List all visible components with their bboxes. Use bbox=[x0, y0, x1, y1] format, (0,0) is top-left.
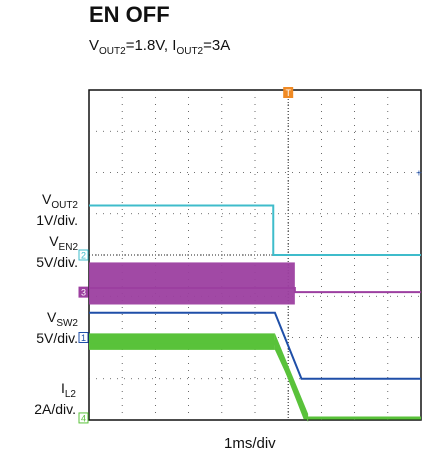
series-vsw2 bbox=[89, 287, 421, 294]
channel-4-marker: 4 bbox=[78, 412, 89, 424]
series-il2 bbox=[89, 340, 421, 420]
channel-label-vout2: VOUT2 1V/div. bbox=[36, 191, 78, 228]
channel-1-marker: 1 bbox=[78, 332, 89, 343]
series-il2-ramp bbox=[274, 333, 309, 423]
svg-text:4: 4 bbox=[81, 413, 86, 423]
series-vsw2-band bbox=[89, 262, 295, 305]
svg-text:3: 3 bbox=[81, 288, 86, 298]
svg-text:2: 2 bbox=[81, 251, 86, 261]
svg-text:1: 1 bbox=[81, 333, 86, 343]
timebase-label: 1ms/div bbox=[224, 435, 276, 452]
channel-markers: 1 2 3 4 T + bbox=[78, 87, 422, 424]
chart-subtitle: VOUT2=1.8V, IOUT2=3A bbox=[89, 37, 231, 57]
chart-title: EN OFF bbox=[89, 2, 170, 27]
svg-text:T: T bbox=[285, 88, 291, 98]
channel-3-marker: 3 bbox=[78, 286, 89, 298]
channel-label-ven2: VEN2 5V/div. bbox=[36, 233, 78, 270]
series-ven2 bbox=[89, 204, 421, 256]
series-vout2 bbox=[89, 311, 421, 380]
traces bbox=[89, 204, 421, 423]
trigger-level-marker: + bbox=[416, 169, 422, 180]
channel-label-il2: IL2 2A/div. bbox=[34, 380, 76, 417]
trigger-marker: T bbox=[283, 87, 294, 98]
channel-label-vsw2: VSW2 5V/div. bbox=[36, 309, 78, 346]
channel-2-marker: 2 bbox=[78, 249, 89, 261]
